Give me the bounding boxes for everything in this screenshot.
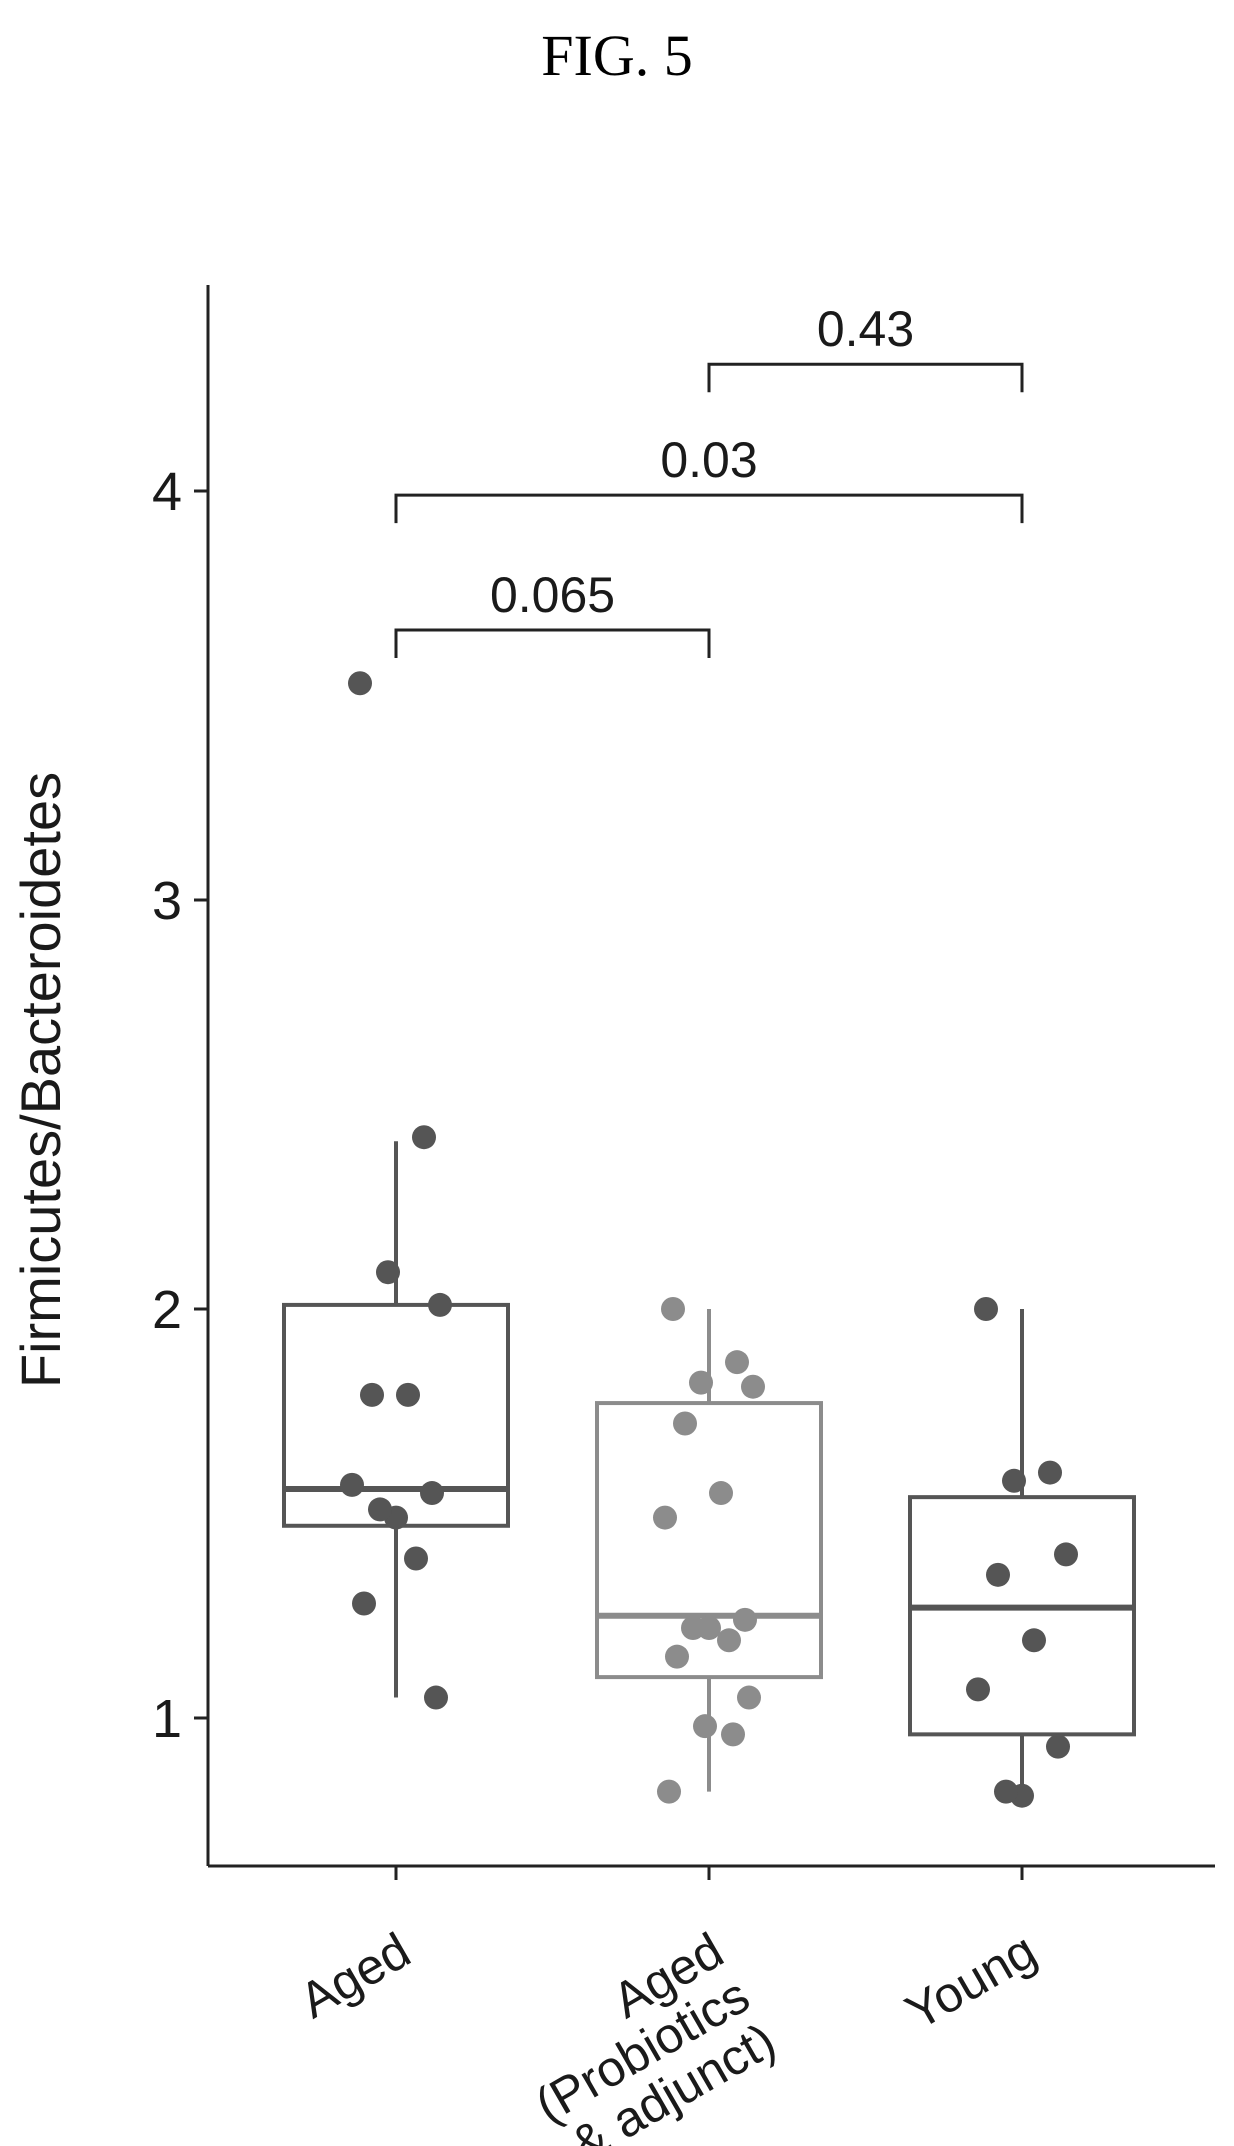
comparison-bracket xyxy=(394,628,711,659)
comparison-bracket xyxy=(394,493,1024,524)
data-point xyxy=(1038,1460,1062,1485)
x-category-label-line: Aged xyxy=(290,1922,419,2029)
data-point xyxy=(733,1607,757,1632)
data-point xyxy=(681,1616,705,1641)
data-point xyxy=(1046,1734,1070,1759)
data-point xyxy=(1022,1628,1046,1653)
data-point xyxy=(721,1722,745,1747)
data-point xyxy=(741,1374,765,1399)
data-point xyxy=(653,1505,677,1530)
data-point xyxy=(661,1297,685,1321)
data-point xyxy=(424,1685,448,1710)
data-point xyxy=(348,671,372,696)
data-point xyxy=(966,1677,990,1702)
y-axis-title: Firmicutes/Bacteroidetes xyxy=(9,772,72,1388)
p-value-label: 0.03 xyxy=(660,432,757,488)
data-point xyxy=(412,1125,436,1150)
x-category-label: Young xyxy=(896,1922,1045,2040)
data-point xyxy=(396,1382,420,1407)
data-point xyxy=(1054,1542,1078,1567)
data-point xyxy=(725,1350,749,1375)
y-tick-label: 4 xyxy=(152,462,182,522)
box-series xyxy=(282,1141,1136,1800)
data-point xyxy=(404,1546,428,1571)
data-point xyxy=(340,1472,364,1497)
data-point xyxy=(428,1292,452,1317)
data-point xyxy=(673,1411,697,1436)
data-point xyxy=(665,1644,689,1669)
comparison-bracket xyxy=(707,362,1024,393)
data-point xyxy=(986,1562,1010,1587)
box-iqr xyxy=(908,1495,1136,1737)
data-point xyxy=(360,1382,384,1407)
data-point xyxy=(994,1779,1018,1804)
data-point xyxy=(689,1370,713,1395)
data-point xyxy=(352,1591,376,1616)
data-point xyxy=(693,1714,717,1739)
data-point xyxy=(974,1297,998,1321)
data-point xyxy=(737,1685,761,1710)
data-points xyxy=(340,671,1078,1808)
x-category-label: Aged xyxy=(290,1922,419,2029)
data-point xyxy=(717,1628,741,1653)
y-tick-label: 2 xyxy=(152,1280,182,1340)
significance-brackets: 0.065 0.03 0.43 xyxy=(394,301,1024,659)
data-point xyxy=(376,1260,400,1285)
y-tick-label: 3 xyxy=(152,871,182,931)
p-value-label: 0.065 xyxy=(490,567,615,623)
x-category-label: Aged(Probiotics& adjunct) xyxy=(500,1922,785,2146)
y-ticks: 1 2 3 4 xyxy=(152,462,208,1749)
data-point xyxy=(709,1481,733,1506)
data-point xyxy=(420,1481,444,1506)
data-point xyxy=(1002,1468,1026,1493)
y-tick-label: 1 xyxy=(152,1689,182,1749)
x-ticks: Aged Aged(Probiotics& adjunct) Young xyxy=(290,1866,1046,2146)
figure-title: FIG. 5 xyxy=(541,23,693,88)
x-category-label-line: Young xyxy=(896,1922,1045,2040)
data-point xyxy=(368,1497,392,1522)
box-iqr xyxy=(282,1302,510,1528)
p-value-label: 0.43 xyxy=(817,301,914,357)
data-point xyxy=(657,1779,681,1804)
box-iqr xyxy=(595,1401,823,1680)
